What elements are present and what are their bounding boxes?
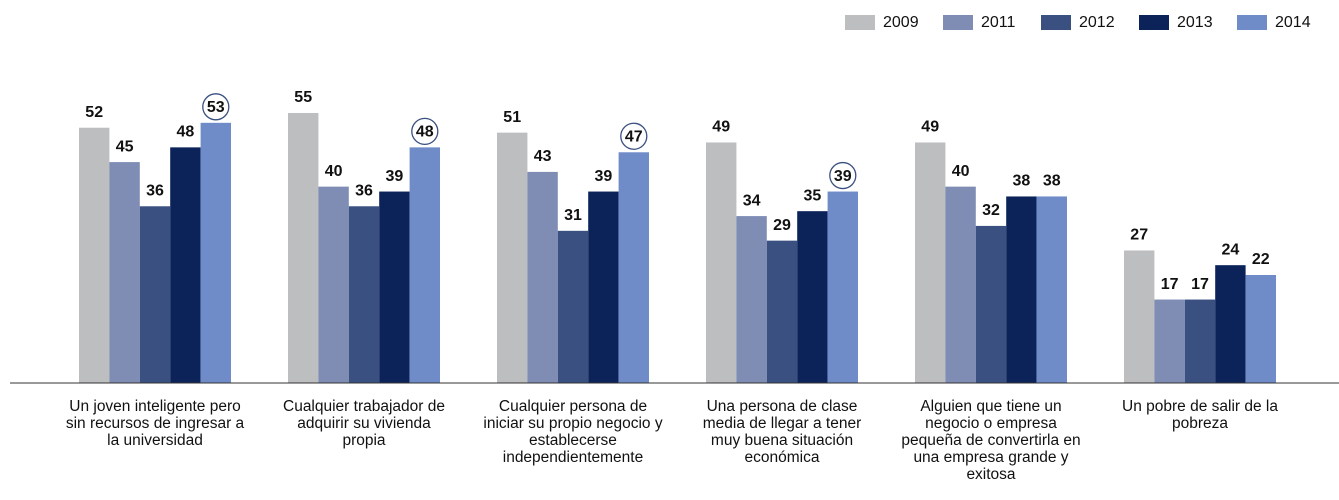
bar [1245,275,1276,383]
value-label: 39 [834,168,852,185]
x-tick-label: Alguien que tiene un negocio o empresa p… [901,398,1081,483]
value-label: 40 [325,163,343,180]
value-label: 40 [952,163,970,180]
value-label: 22 [1252,251,1270,268]
legend-swatch [1139,15,1169,30]
legend-swatch [845,15,875,30]
value-label: 53 [207,99,225,116]
value-label: 35 [804,187,822,204]
bar [1036,196,1067,383]
x-tick-label: Un pobre de salir de la pobreza [1122,398,1278,432]
bar [139,206,171,383]
highlight-circle [411,117,439,146]
bar [1154,299,1185,383]
legend-label: 2013 [1177,14,1213,31]
bar [618,152,649,383]
bar [975,225,1007,383]
bar [706,142,737,383]
value-label: 38 [1043,173,1061,190]
x-tick-label: Un joven inteligente pero sin recursos d… [65,398,245,449]
value-label: 55 [294,89,312,106]
legend-swatch [1041,15,1071,30]
bar [170,147,201,383]
value-label: 49 [712,119,730,136]
value-label: 51 [503,109,521,126]
value-label: 34 [743,192,761,209]
highlight-circle [620,122,648,150]
bar [379,191,410,383]
value-label: 24 [1222,241,1240,258]
bar [945,186,976,383]
legend-label: 2012 [1079,14,1115,31]
bar [288,113,319,383]
bar [1184,299,1216,383]
bar [797,211,828,383]
value-label: 38 [1013,173,1031,190]
bar [109,162,140,383]
value-label: 47 [625,128,643,145]
bar [588,191,619,383]
legend-swatch [943,15,973,30]
bar [527,171,558,383]
value-label: 32 [982,202,1000,219]
highlight-circle [829,161,857,190]
legend-label: 2009 [883,14,919,31]
value-label: 36 [355,182,373,199]
bar [348,206,380,383]
value-label: 17 [1191,276,1209,293]
value-label: 31 [564,207,582,224]
value-label: 49 [921,119,939,136]
value-label: 36 [146,182,164,199]
value-label: 52 [85,104,103,121]
value-label: 17 [1161,276,1179,293]
legend-label: 2011 [981,14,1016,31]
bar [915,142,946,383]
value-label: 39 [595,168,613,185]
bar [736,216,767,383]
bar [766,240,798,383]
bar [409,147,440,383]
bar [557,230,589,383]
value-label: 27 [1130,227,1148,244]
value-label: 48 [177,124,195,141]
bar [200,122,231,384]
x-tick-label: Cualquier persona de iniciar su propio n… [483,398,663,466]
bar [318,186,349,383]
x-tick-label: Cualquier trabajador de adquirir su vivi… [283,398,445,449]
x-tick-label: Una persona de clase media de llegar a t… [702,398,862,466]
value-label: 45 [116,138,134,155]
bar [79,127,110,384]
legend-label: 2014 [1275,14,1311,31]
value-label: 29 [773,217,791,234]
bar [1124,250,1155,383]
bar [1215,265,1246,383]
bar [1006,196,1037,383]
bar [827,191,858,383]
value-label: 43 [534,148,552,165]
value-label: 39 [386,168,404,185]
bar [497,132,528,383]
highlight-circle [202,93,230,121]
value-label: 48 [416,124,434,141]
legend-swatch [1237,15,1267,30]
